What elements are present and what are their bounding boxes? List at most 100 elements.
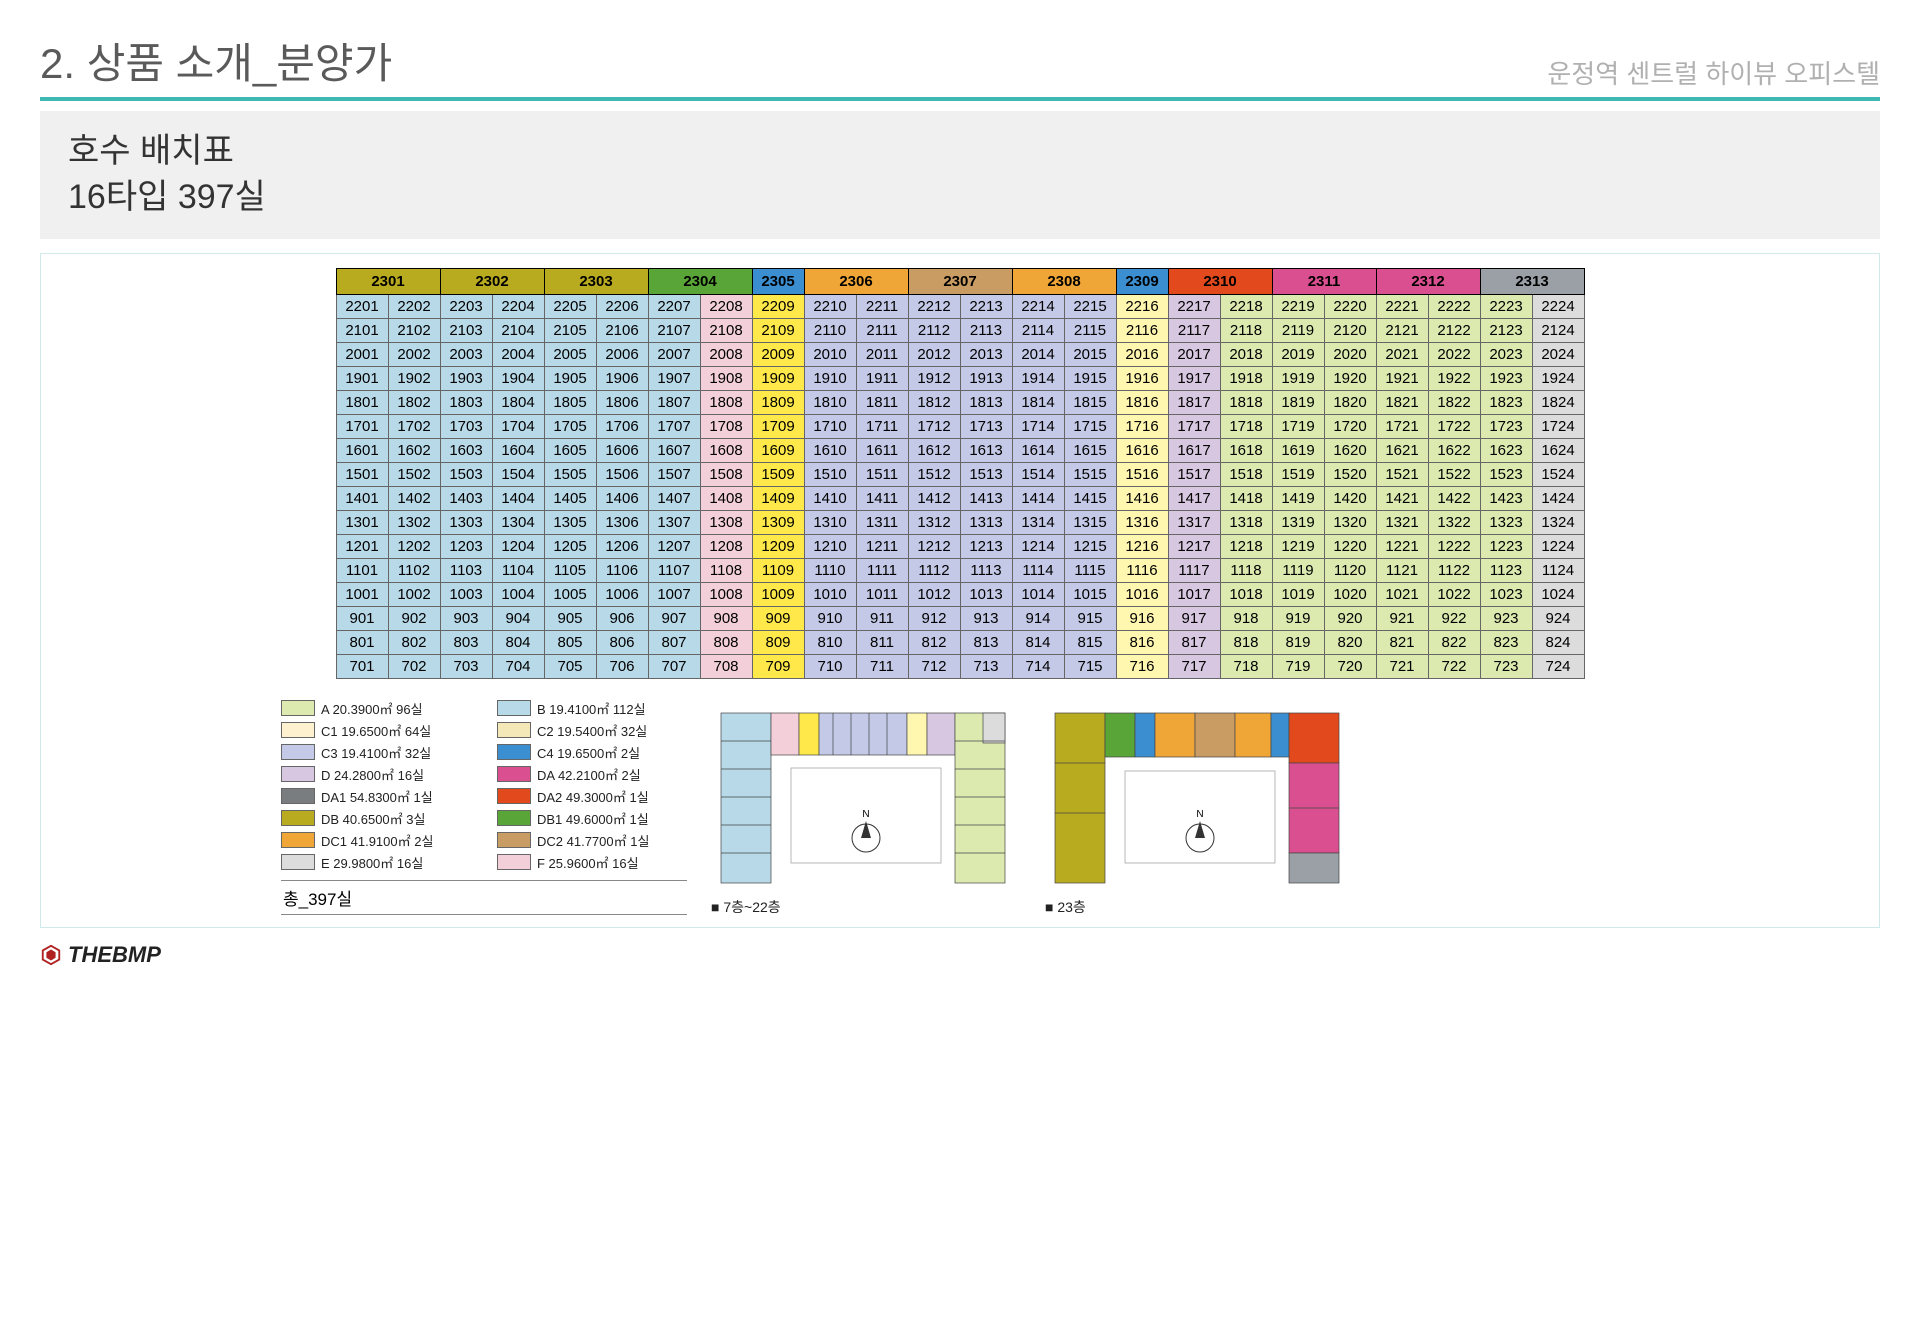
room-cell: 1623	[1480, 438, 1532, 462]
room-cell: 1901	[336, 366, 388, 390]
room-cell: 1005	[544, 582, 596, 606]
room-cell: 1713	[960, 414, 1012, 438]
header-cell: 2302	[440, 268, 544, 294]
room-cell: 2011	[856, 342, 908, 366]
header-cell: 2311	[1272, 268, 1376, 294]
room-cell: 1013	[960, 582, 1012, 606]
room-cell: 2020	[1324, 342, 1376, 366]
room-cell: 1903	[440, 366, 492, 390]
room-cell: 1213	[960, 534, 1012, 558]
legend: A 20.3900㎡ 96실B 19.4100㎡ 112실C1 19.6500㎡…	[281, 693, 687, 915]
room-cell: 1803	[440, 390, 492, 414]
room-cell: 1704	[492, 414, 544, 438]
room-cell: 2123	[1480, 318, 1532, 342]
room-cell: 2109	[752, 318, 804, 342]
room-cell: 1608	[700, 438, 752, 462]
room-cell: 1008	[700, 582, 752, 606]
legend-item: DA1 54.8300㎡ 1실	[281, 787, 471, 806]
room-cell: 1313	[960, 510, 1012, 534]
room-cell: 1418	[1220, 486, 1272, 510]
room-cell: 1115	[1064, 558, 1116, 582]
room-cell: 2013	[960, 342, 1012, 366]
header-cell: 2305	[752, 268, 804, 294]
legend-item: DB1 49.6000㎡ 1실	[497, 809, 687, 828]
room-cell: 2006	[596, 342, 648, 366]
room-cell: 811	[856, 630, 908, 654]
room-cell: 812	[908, 630, 960, 654]
floorplan-caption-left: ■ 7층~22층	[711, 897, 1021, 917]
room-cell: 1109	[752, 558, 804, 582]
room-cell: 1022	[1428, 582, 1480, 606]
room-cell: 1310	[804, 510, 856, 534]
room-cell: 1117	[1168, 558, 1220, 582]
room-cell: 1416	[1116, 486, 1168, 510]
room-cell: 1020	[1324, 582, 1376, 606]
room-cell: 1715	[1064, 414, 1116, 438]
room-cell: 1411	[856, 486, 908, 510]
room-cell: 1114	[1012, 558, 1064, 582]
room-cell: 2207	[648, 294, 700, 318]
room-cell: 2016	[1116, 342, 1168, 366]
room-cell: 1603	[440, 438, 492, 462]
room-cell: 1412	[908, 486, 960, 510]
room-cell: 1216	[1116, 534, 1168, 558]
room-cell: 1215	[1064, 534, 1116, 558]
room-cell: 1805	[544, 390, 596, 414]
legend-item: C4 19.6500㎡ 2실	[497, 743, 687, 762]
legend-item: B 19.4100㎡ 112실	[497, 699, 687, 718]
room-cell: 1405	[544, 486, 596, 510]
room-cell: 917	[1168, 606, 1220, 630]
room-cell: 1710	[804, 414, 856, 438]
room-cell: 1107	[648, 558, 700, 582]
room-cell: 1820	[1324, 390, 1376, 414]
room-cell: 1303	[440, 510, 492, 534]
floorplan-svg-left: N	[711, 693, 1021, 893]
room-cell: 2024	[1532, 342, 1584, 366]
color-swatch	[281, 854, 315, 870]
room-cell: 817	[1168, 630, 1220, 654]
room-cell: 910	[804, 606, 856, 630]
room-cell: 1410	[804, 486, 856, 510]
brand-title: 운정역 센트럴 하이뷰 오피스텔	[1547, 54, 1880, 91]
room-cell: 1223	[1480, 534, 1532, 558]
room-cell: 1616	[1116, 438, 1168, 462]
room-cell: 821	[1376, 630, 1428, 654]
room-cell: 1522	[1428, 462, 1480, 486]
room-cell: 2005	[544, 342, 596, 366]
room-cell: 1414	[1012, 486, 1064, 510]
room-cell: 2124	[1532, 318, 1584, 342]
room-cell: 1424	[1532, 486, 1584, 510]
room-cell: 721	[1376, 654, 1428, 678]
floorplan-svg-right: N	[1045, 693, 1355, 893]
room-cell: 2014	[1012, 342, 1064, 366]
header-cell: 2301	[336, 268, 440, 294]
room-cell: 1716	[1116, 414, 1168, 438]
room-cell: 1103	[440, 558, 492, 582]
header-cell: 2312	[1376, 268, 1480, 294]
room-cell: 1322	[1428, 510, 1480, 534]
room-cell: 1311	[856, 510, 908, 534]
room-cell: 809	[752, 630, 804, 654]
room-cell: 1314	[1012, 510, 1064, 534]
room-cell: 1014	[1012, 582, 1064, 606]
legend-item: DA2 49.3000㎡ 1실	[497, 787, 687, 806]
room-cell: 904	[492, 606, 544, 630]
color-swatch	[281, 722, 315, 738]
room-cell: 1804	[492, 390, 544, 414]
room-cell: 901	[336, 606, 388, 630]
room-cell: 1024	[1532, 582, 1584, 606]
room-cell: 1923	[1480, 366, 1532, 390]
room-cell: 2106	[596, 318, 648, 342]
room-cell: 1101	[336, 558, 388, 582]
room-cell: 1506	[596, 462, 648, 486]
room-cell: 1622	[1428, 438, 1480, 462]
room-cell: 1123	[1480, 558, 1532, 582]
room-cell: 1618	[1220, 438, 1272, 462]
room-cell: 1619	[1272, 438, 1324, 462]
room-cell: 1708	[700, 414, 752, 438]
room-cell: 1004	[492, 582, 544, 606]
room-cell: 1815	[1064, 390, 1116, 414]
room-cell: 706	[596, 654, 648, 678]
room-cell: 1207	[648, 534, 700, 558]
room-cell: 1208	[700, 534, 752, 558]
